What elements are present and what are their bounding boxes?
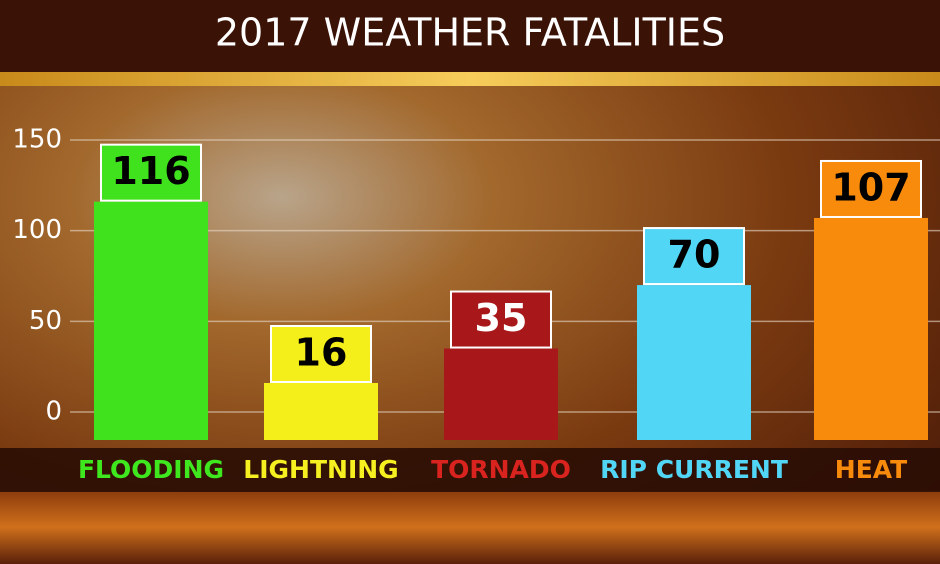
value-label-box xyxy=(643,227,745,286)
y-tick-label: 0 xyxy=(45,397,62,427)
category-label: RIP CURRENT xyxy=(600,455,788,484)
category-label: HEAT xyxy=(835,455,907,484)
bar xyxy=(814,217,928,440)
value-label: 116 xyxy=(111,149,190,193)
category-label: LIGHTNING xyxy=(243,455,398,484)
plot: 0 50 100 150 116 FLOODING 16 LIGHTNING 35 TORNADO… xyxy=(12,125,940,484)
background-lower xyxy=(0,490,940,564)
category-label: TORNADO xyxy=(431,455,571,484)
y-tick-label: 100 xyxy=(12,215,62,245)
title-bar xyxy=(0,0,940,72)
value-label-box xyxy=(450,290,552,349)
value-label: 70 xyxy=(668,233,721,277)
chart-title: 2017 WEATHER FATALITIES xyxy=(215,11,725,55)
y-tick-label: 50 xyxy=(29,306,62,336)
bar xyxy=(94,201,208,440)
value-label: 107 xyxy=(831,165,910,209)
bar xyxy=(264,382,378,440)
value-label-box xyxy=(100,143,202,202)
category-band xyxy=(0,448,940,492)
title-stripe xyxy=(0,72,940,86)
value-label-box xyxy=(270,324,372,383)
bar xyxy=(444,348,558,440)
bar xyxy=(637,285,751,440)
value-label: 16 xyxy=(295,330,348,374)
value-label: 35 xyxy=(475,296,528,340)
y-tick-label: 150 xyxy=(12,125,62,155)
category-label: FLOODING xyxy=(78,455,224,484)
value-label-box xyxy=(820,159,922,218)
